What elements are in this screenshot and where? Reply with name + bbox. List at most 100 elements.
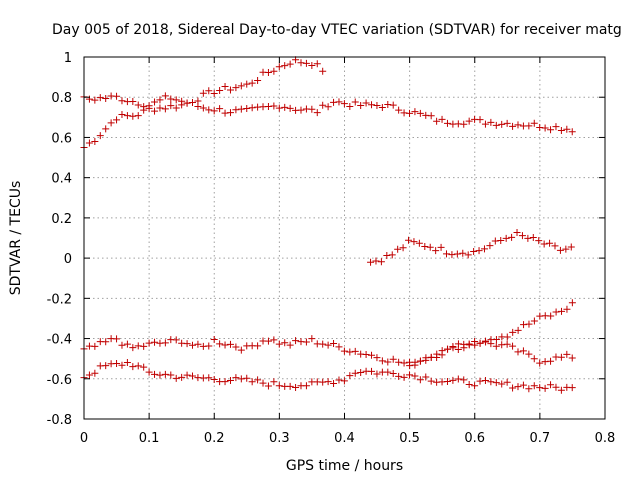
data-point [161, 339, 169, 347]
data-point [525, 122, 533, 130]
chart-title: Day 005 of 2018, Sidereal Day-to-day VTE… [52, 22, 622, 38]
data-point [113, 116, 121, 124]
data-point [384, 358, 392, 366]
data-point [183, 340, 191, 348]
data-point [145, 368, 153, 376]
data-point [502, 234, 510, 242]
data-point [470, 247, 478, 255]
data-point [113, 359, 121, 367]
data-point [172, 374, 180, 382]
y-tick-label: 0.6 [51, 131, 72, 146]
data-point [188, 99, 196, 107]
data-point [346, 103, 354, 111]
data-point [113, 335, 121, 343]
data-point [540, 240, 548, 248]
data-point [384, 368, 392, 376]
data-point [465, 117, 473, 125]
data-point [427, 112, 435, 120]
data-point [248, 378, 256, 386]
data-point [514, 121, 522, 129]
data-point [330, 98, 338, 106]
data-point [416, 109, 424, 117]
data-point [449, 376, 457, 384]
data-point [313, 109, 321, 117]
data-point [254, 342, 262, 350]
data-point [368, 351, 376, 359]
data-point [226, 340, 234, 348]
data-point [102, 338, 110, 346]
data-point [568, 384, 576, 392]
data-point [482, 338, 490, 346]
data-point [302, 59, 310, 67]
data-point [367, 258, 375, 266]
data-point [513, 229, 521, 237]
series-sat-c [367, 229, 575, 266]
data-point [151, 98, 159, 106]
data-point [558, 307, 566, 315]
data-point [134, 112, 142, 120]
y-tick-label: -0.6 [47, 373, 72, 388]
data-point [237, 346, 245, 354]
data-point [286, 341, 294, 349]
data-point [335, 343, 343, 351]
data-point [399, 244, 407, 252]
data-point [188, 372, 196, 380]
data-point [433, 117, 441, 125]
data-point [438, 115, 446, 123]
data-point [243, 80, 251, 88]
x-axis-label: GPS time / hours [286, 458, 403, 474]
data-point [491, 237, 499, 245]
x-tick-label: 0.1 [139, 431, 160, 446]
data-point [178, 97, 186, 105]
data-point [264, 382, 272, 390]
data-point [161, 105, 169, 113]
data-point [102, 362, 110, 370]
y-tick-label: 0.4 [51, 172, 72, 187]
data-point [442, 250, 450, 258]
data-point [562, 245, 570, 253]
data-point [476, 377, 484, 385]
data-point [362, 99, 370, 107]
data-point [275, 340, 283, 348]
data-point [480, 245, 488, 253]
data-point [248, 79, 256, 87]
data-point [156, 96, 164, 104]
data-point [210, 107, 218, 115]
data-point [357, 369, 365, 377]
data-point [259, 379, 267, 387]
data-point [525, 320, 533, 328]
data-point [547, 312, 555, 320]
data-point [140, 342, 148, 350]
data-point [254, 376, 262, 384]
data-point [340, 100, 348, 108]
data-point [529, 234, 537, 242]
data-point [226, 109, 234, 117]
x-tick-label: 0.5 [399, 431, 420, 446]
data-point [156, 104, 164, 112]
data-point [487, 118, 495, 126]
data-point [503, 333, 511, 341]
data-point [475, 247, 483, 255]
data-point [210, 336, 218, 344]
data-point [368, 101, 376, 109]
data-point [199, 89, 207, 97]
data-point [205, 374, 213, 382]
data-point [400, 373, 408, 381]
data-point [302, 338, 310, 346]
data-point [226, 377, 234, 385]
data-point [362, 351, 370, 359]
data-point [324, 103, 332, 111]
data-point [91, 369, 99, 377]
data-point [91, 137, 99, 145]
data-point [313, 60, 321, 68]
data-point [547, 357, 555, 365]
data-point [237, 375, 245, 383]
data-point [415, 239, 423, 247]
data-point [123, 359, 131, 367]
data-point [183, 99, 191, 107]
data-point [281, 339, 289, 347]
data-point [188, 341, 196, 349]
data-point [292, 384, 300, 392]
data-point [509, 122, 517, 130]
data-point [492, 342, 500, 350]
